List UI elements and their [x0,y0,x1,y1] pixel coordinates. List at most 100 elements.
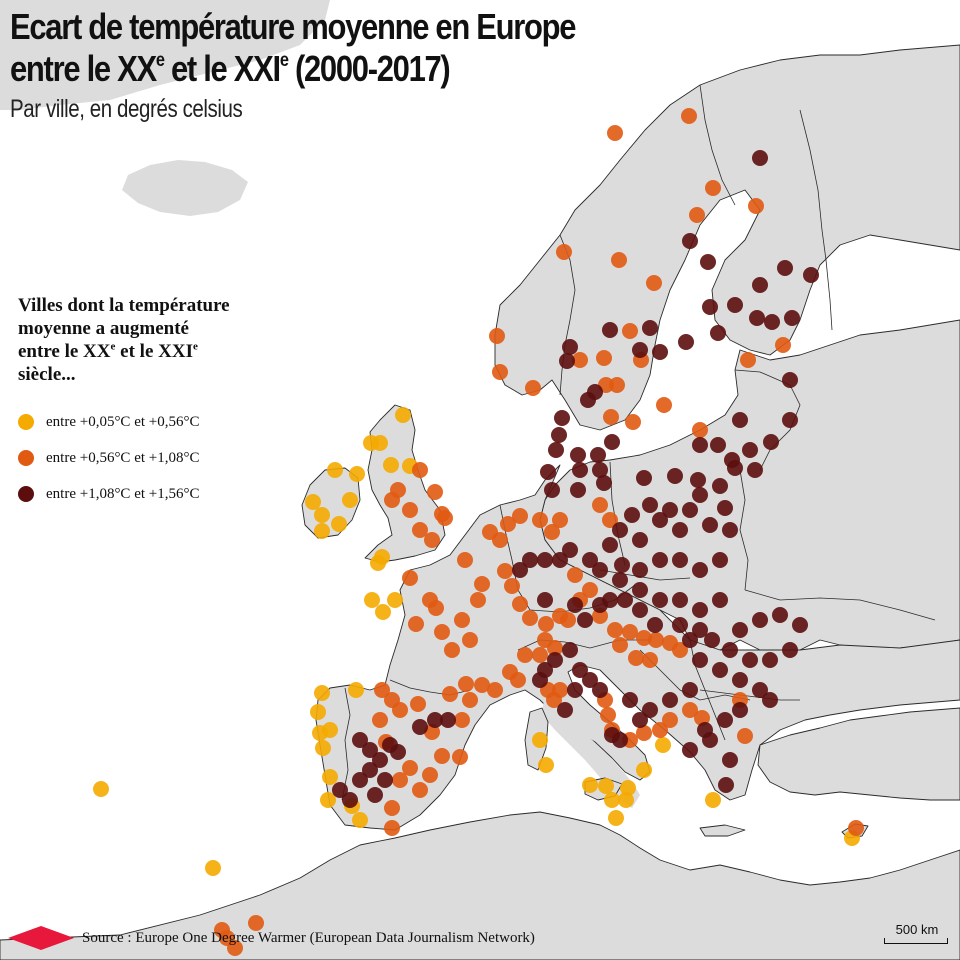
city-dot-high [763,434,779,450]
city-dot-mid [434,748,450,764]
city-dot-mid [532,512,548,528]
city-dot-mid [408,616,424,632]
city-dot-high [667,468,683,484]
city-dot-low [598,778,614,794]
city-dot-high [642,702,658,718]
city-dot-high [690,472,706,488]
city-dot-high [692,602,708,618]
city-dot-mid [596,350,612,366]
city-dot-high [752,150,768,166]
legend-sup-1: e [110,340,116,353]
city-dot-high [784,310,800,326]
city-dot-mid [525,380,541,396]
city-dot-high [747,462,763,478]
city-dot-mid [248,915,264,931]
city-dot-low [363,435,379,451]
city-dot-mid [458,676,474,692]
city-dot-low [310,704,326,720]
city-dot-high [412,719,428,735]
city-dot-high [712,662,728,678]
city-dot-high [440,712,456,728]
city-dot-high [602,322,618,338]
border-ukraine-south [744,589,936,621]
city-dot-high [570,482,586,498]
city-dot-high [512,562,528,578]
city-dot-high [742,652,758,668]
city-dot-high [732,672,748,688]
italy-landmass [542,690,640,808]
city-dot-high [692,622,708,638]
city-dot-high [672,552,688,568]
city-dot-high [678,334,694,350]
city-dot-mid [602,512,618,528]
city-dot-low [331,516,347,532]
city-dot-high [559,353,575,369]
city-dot-mid [452,749,468,765]
city-dot-high [722,642,738,658]
city-dot-mid [642,652,658,668]
city-dot-mid [427,484,443,500]
city-dot-low [205,860,221,876]
city-dot-mid [636,725,652,741]
city-dot-mid [611,252,627,268]
city-dot-high [548,442,564,458]
city-dot-mid [487,682,503,698]
title-line-2-part-c: (2000-2017) [294,48,451,89]
city-dot-high [372,752,388,768]
city-dot-low [370,555,386,571]
city-dot-mid [538,616,554,632]
city-dot-high [632,532,648,548]
city-dot-mid [384,800,400,816]
city-dot-high [632,582,648,598]
city-dot-mid [622,323,638,339]
city-dot-high [652,592,668,608]
city-dot-high [554,410,570,426]
city-dot-mid [740,352,756,368]
city-dot-high [604,434,620,450]
city-dot-low [582,777,598,793]
city-dot-mid [592,497,608,513]
city-dot-high [632,602,648,618]
title-sup-1: e [155,50,165,71]
city-dot-high [732,412,748,428]
city-dot-mid [636,630,652,646]
city-dot-low [383,457,399,473]
border-baltic-states [734,369,801,471]
city-dot-high [632,562,648,578]
city-dot-mid [592,608,608,624]
border-czech-austria [599,569,691,581]
city-dot-high [532,672,548,688]
city-dot-high [537,552,553,568]
legend-title-line-2: moyenne a augmenté [18,318,189,339]
city-dot-high [692,652,708,668]
city-dot-mid [603,409,619,425]
city-dot-mid [424,532,440,548]
city-dot-high [762,692,778,708]
city-dot-high [577,612,593,628]
city-dot-mid [681,108,697,124]
city-dot-mid [552,512,568,528]
legend-item-high: entre +1,08°C et +1,56°C [18,476,298,512]
city-dot-mid [547,640,563,656]
anatolia-landmass [757,707,960,801]
city-dot-low [312,725,328,741]
city-dot-low [655,737,671,753]
city-dot-mid [682,702,698,718]
city-dot-mid [402,502,418,518]
iceland-landmass [122,160,248,216]
source-logo-diamond [8,926,74,950]
city-dot-low [608,810,624,826]
city-dot-high [712,552,728,568]
city-dot-high [617,592,633,608]
legend-swatch-high [18,486,34,502]
source-label: Source : Europe One Degree Warmer (Europ… [82,929,535,946]
city-dot-mid [517,647,533,663]
city-dot-mid [500,516,516,532]
city-dot-mid [227,940,243,956]
city-dot-mid [510,672,526,688]
city-dot-high [390,744,406,760]
border-poland-east [739,469,749,591]
city-dot-high [562,642,578,658]
city-dot-mid [560,612,576,628]
city-dot-mid [489,328,505,344]
